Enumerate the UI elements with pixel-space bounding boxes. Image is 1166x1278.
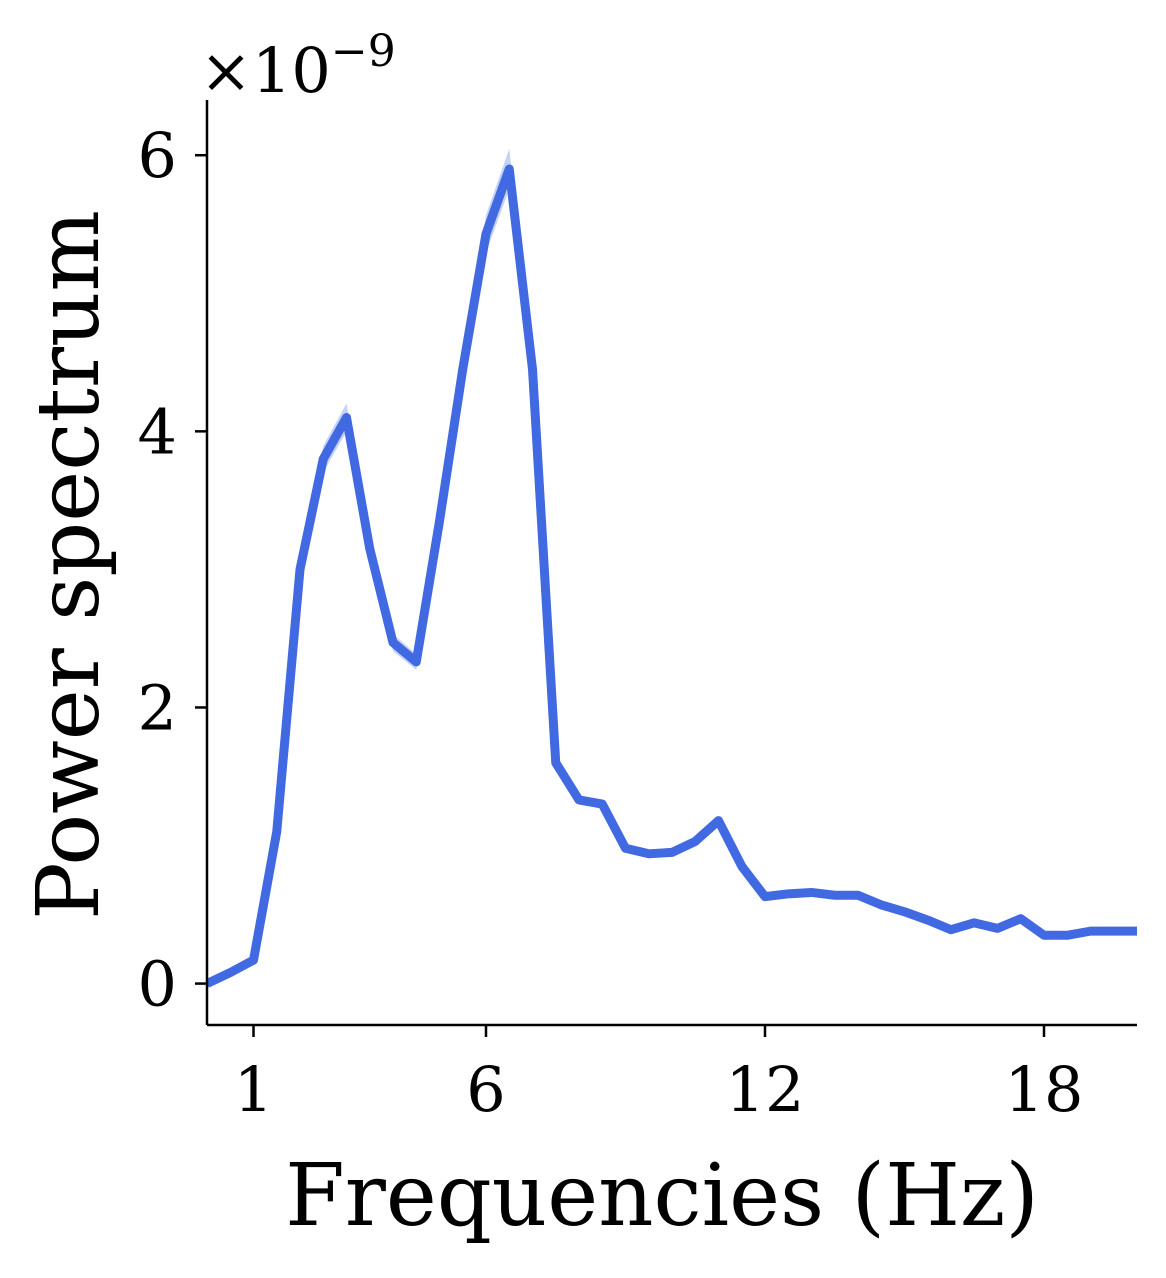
x-axis-title: Frequencies (Hz) [285,1146,1039,1246]
y-tick-label: 2 [138,671,177,744]
axes [205,100,1137,1027]
y-tick-label: 0 [138,948,177,1021]
series-line [207,164,1137,988]
ticks: 1 6 12 18 0 2 4 6 [138,119,1084,1126]
x-tick-label: 12 [726,1053,805,1126]
y-offset-exponent: −9 [331,26,396,77]
x-tick-label: 6 [466,1053,505,1126]
y-tick-label: 4 [138,395,177,468]
x-tick-label: 18 [1005,1053,1084,1126]
series-confidence-band [207,148,1137,984]
y-axis-title: Power spectrum [19,210,119,920]
x-tick-label: 1 [234,1053,273,1126]
y-tick-label: 6 [138,119,177,192]
y-offset-label: ×10−9 [200,26,396,107]
plot-area [207,148,1137,988]
y-offset-base: ×10 [200,34,331,107]
